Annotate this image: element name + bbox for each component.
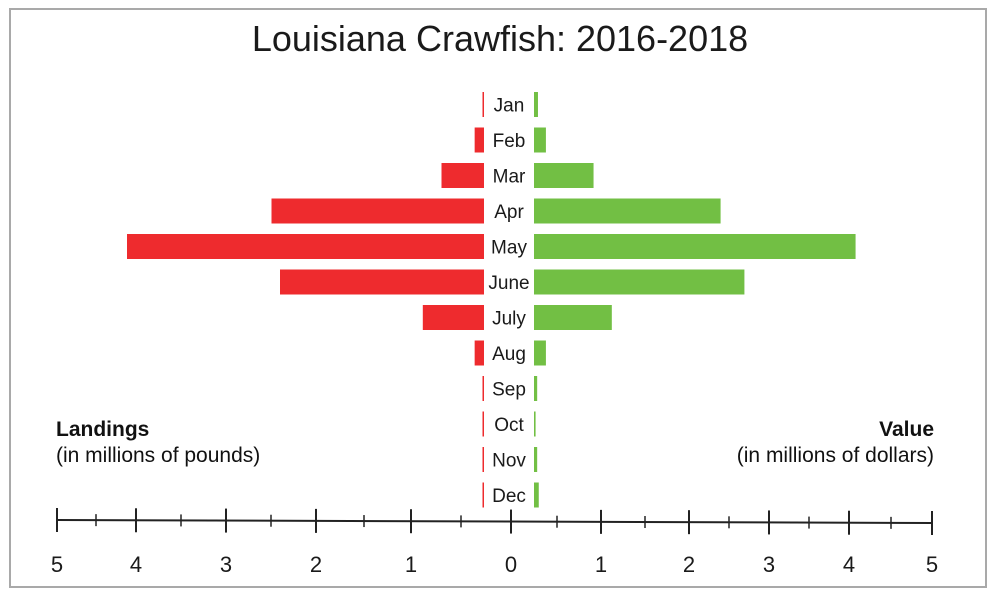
landings-bar-mar [441, 163, 484, 188]
landings-bar-aug [474, 340, 484, 366]
month-label-may: May [491, 238, 527, 259]
value-bar-oct [534, 411, 536, 437]
left-axis-label: Landings (in millions of pounds) [56, 417, 260, 469]
value-bar-june [534, 269, 745, 295]
x-tick-label-left-1: 1 [405, 552, 417, 577]
value-bar-nov [534, 447, 538, 472]
x-tick-label-right-1: 1 [595, 552, 607, 577]
chart-frame [9, 8, 987, 588]
value-bar-jan [534, 92, 538, 117]
landings-unit-label: (in millions of pounds) [56, 444, 261, 467]
month-label-oct: Oct [494, 415, 524, 436]
x-tick-label-left-5: 5 [51, 552, 63, 577]
value-bar-mar [534, 163, 594, 188]
value-bar-feb [534, 127, 546, 153]
month-label-mar: Mar [493, 167, 526, 188]
value-bar-aug [534, 340, 546, 366]
landings-bar-may [127, 234, 484, 259]
value-bar-apr [534, 198, 721, 224]
value-bar-sep [534, 376, 538, 401]
landings-bar-sep [482, 376, 484, 401]
x-tick-label-right-4: 4 [843, 552, 855, 577]
month-label-jan: Jan [494, 96, 525, 117]
x-tick-label-right-2: 2 [683, 552, 695, 577]
month-label-aug: Aug [492, 344, 526, 365]
x-tick-label-right-3: 3 [763, 552, 775, 577]
month-label-dec: Dec [492, 486, 526, 507]
x-tick-label-left-2: 2 [310, 552, 322, 577]
value-unit-label: (in millions of dollars) [736, 444, 934, 467]
x-axis-line [56, 519, 933, 524]
month-label-sep: Sep [492, 380, 526, 401]
x-tick-label-left-3: 3 [220, 552, 232, 577]
landings-bar-nov [482, 447, 484, 472]
right-axis-label: Value (in millions of dollars) [737, 417, 934, 469]
landings-bar-july [422, 305, 484, 330]
landings-bar-oct [482, 411, 484, 437]
x-tick-label-left-0: 0 [505, 552, 517, 577]
x-tick-label-right-5: 5 [926, 552, 938, 577]
landings-bar-jan [482, 92, 484, 117]
x-tick-label-left-4: 4 [130, 552, 142, 577]
month-label-feb: Feb [493, 131, 526, 152]
value-bar-may [534, 234, 856, 259]
value-bar-july [534, 305, 612, 330]
month-label-nov: Nov [492, 451, 526, 472]
landings-bar-june [280, 269, 484, 295]
landings-bar-dec [482, 482, 484, 508]
landings-label: Landings [56, 418, 150, 441]
month-label-apr: Apr [494, 202, 524, 223]
month-label-july: July [492, 309, 526, 330]
value-label: Value [879, 418, 934, 441]
landings-bar-apr [271, 198, 484, 224]
month-label-june: June [488, 273, 529, 294]
chart-title: Louisiana Crawfish: 2016-2018 [251, 18, 749, 59]
value-bar-dec [534, 482, 539, 508]
landings-bar-feb [474, 127, 484, 153]
